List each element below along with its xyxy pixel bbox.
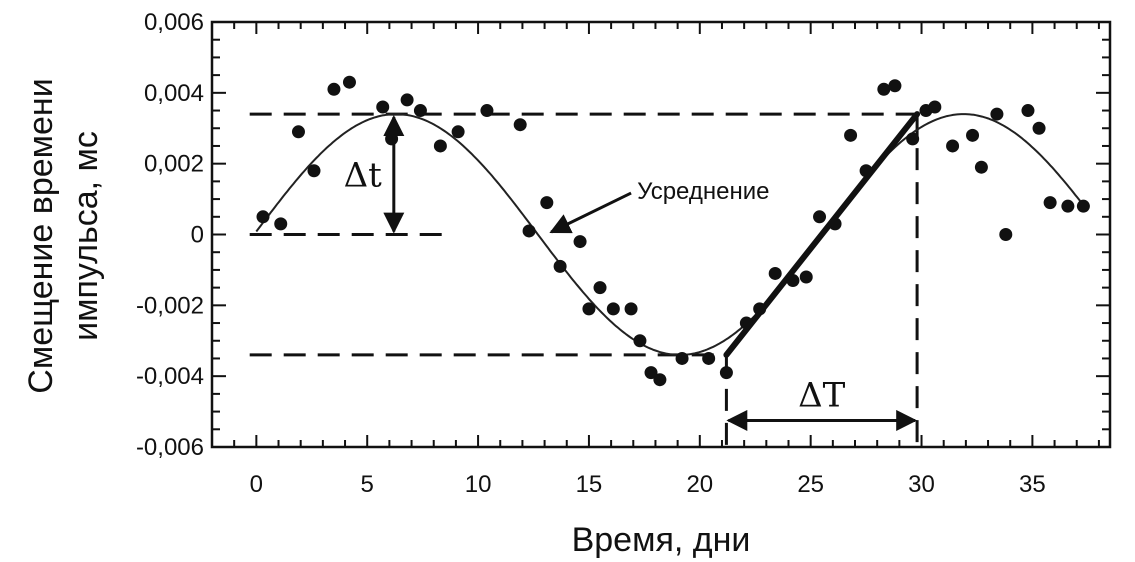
y-tick-label: 0,006 bbox=[144, 9, 204, 36]
data-point bbox=[633, 334, 647, 348]
data-point bbox=[624, 302, 638, 316]
x-axis-ticks: 0 5 10 15 20 25 30 35 bbox=[233, 22, 1100, 498]
fit-curve bbox=[255, 113, 1085, 356]
data-point bbox=[1043, 196, 1057, 210]
fit-label-arrow bbox=[549, 191, 632, 234]
data-point bbox=[385, 132, 399, 146]
y-axis-title-line-2: импульса, мс bbox=[67, 131, 105, 341]
data-point bbox=[990, 107, 1004, 121]
fit-label: Усреднение bbox=[637, 178, 769, 205]
data-point bbox=[274, 217, 288, 231]
rise-line bbox=[723, 111, 921, 358]
data-point bbox=[888, 79, 902, 93]
data-point bbox=[739, 316, 753, 330]
x-tick-label: 25 bbox=[797, 471, 824, 498]
y-tick-label: 0 bbox=[191, 222, 204, 249]
data-point bbox=[582, 302, 596, 316]
y-axis-title-line-1: Смещение времени bbox=[22, 78, 60, 393]
data-point bbox=[813, 210, 827, 224]
data-point bbox=[719, 366, 733, 380]
data-point bbox=[966, 128, 980, 142]
x-tick-label: 20 bbox=[686, 471, 713, 498]
data-point bbox=[376, 100, 390, 114]
data-point bbox=[400, 93, 414, 107]
data-point bbox=[844, 128, 858, 142]
data-point bbox=[480, 104, 494, 118]
x-tick-label: 10 bbox=[465, 471, 492, 498]
data-point bbox=[1021, 104, 1035, 118]
data-point bbox=[513, 118, 527, 132]
data-point bbox=[413, 104, 427, 118]
x-tick-label: 0 bbox=[250, 471, 263, 498]
data-point bbox=[999, 228, 1013, 241]
fit-curve-group bbox=[255, 111, 1085, 358]
x-tick-label: 15 bbox=[576, 471, 603, 498]
data-point bbox=[1032, 121, 1046, 135]
data-point bbox=[593, 281, 607, 295]
y-tick-label: -0,002 bbox=[136, 292, 204, 319]
data-point bbox=[1061, 199, 1075, 213]
data-point bbox=[799, 270, 813, 284]
data-point bbox=[928, 100, 942, 114]
data-point bbox=[859, 164, 873, 178]
data-point bbox=[522, 224, 536, 238]
y-tick-label: 0,002 bbox=[144, 151, 204, 178]
y-axis-ticks: 0,006 0,004 0,002 0 -0,002 -0,004 -0,006 bbox=[136, 9, 1110, 461]
data-point bbox=[573, 235, 587, 249]
data-point bbox=[291, 125, 305, 139]
annotations: Δt ΔT Усреднение bbox=[344, 114, 918, 431]
data-point bbox=[946, 139, 960, 153]
x-tick-label: 5 bbox=[361, 471, 374, 498]
data-point bbox=[753, 302, 767, 316]
y-tick-label: -0,006 bbox=[136, 434, 204, 461]
data-point bbox=[786, 274, 800, 288]
data-point bbox=[307, 164, 321, 178]
data-point bbox=[644, 366, 658, 380]
delta-T-label: ΔT bbox=[798, 375, 846, 415]
data-point bbox=[877, 82, 891, 96]
y-tick-label: -0,004 bbox=[136, 363, 204, 390]
data-point bbox=[906, 132, 920, 146]
delta-t-label: Δt bbox=[344, 155, 383, 195]
data-point bbox=[540, 196, 554, 210]
data-point bbox=[327, 82, 341, 96]
data-point bbox=[451, 125, 465, 139]
data-points bbox=[256, 75, 1090, 387]
x-tick-label: 35 bbox=[1019, 471, 1046, 498]
data-point bbox=[342, 75, 356, 89]
data-point bbox=[606, 302, 620, 316]
x-axis-title: Время, дни bbox=[572, 521, 751, 559]
data-point bbox=[256, 210, 270, 224]
data-point bbox=[768, 266, 782, 280]
data-point bbox=[974, 160, 988, 174]
data-point bbox=[702, 351, 716, 365]
y-tick-label: 0,004 bbox=[144, 80, 204, 107]
data-point bbox=[828, 217, 842, 231]
data-point bbox=[1076, 199, 1090, 213]
data-point bbox=[675, 351, 689, 365]
data-point bbox=[433, 139, 447, 153]
x-tick-label: 30 bbox=[908, 471, 935, 498]
data-point bbox=[553, 259, 567, 273]
data-point bbox=[653, 373, 667, 387]
